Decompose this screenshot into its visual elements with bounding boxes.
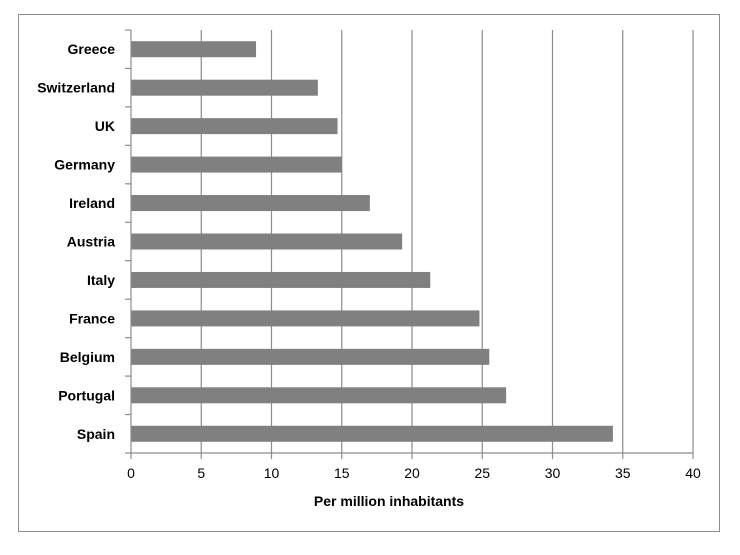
category-label: Switzerland [37, 80, 115, 96]
bar-ireland [131, 195, 370, 212]
category-label: Germany [54, 157, 115, 173]
grid-lines [200, 30, 694, 453]
bar-uk [131, 118, 338, 135]
x-tick-labels: 0 5 10 15 20 25 30 35 40 [127, 465, 701, 481]
category-label: Ireland [69, 195, 115, 211]
bar-spain [131, 425, 613, 442]
x-tick-label: 10 [264, 465, 280, 481]
bar-portugal [131, 387, 507, 404]
bar-italy [131, 271, 431, 288]
category-label: Belgium [60, 349, 115, 365]
x-tick-label: 15 [334, 465, 350, 481]
bar-greece [131, 41, 257, 58]
x-tick-label: 20 [404, 465, 420, 481]
category-label: France [69, 310, 115, 326]
bars [131, 41, 613, 442]
bar-belgium [131, 348, 490, 365]
x-tick-label: 0 [127, 465, 135, 481]
x-tick-label: 25 [474, 465, 490, 481]
bar-germany [131, 156, 342, 173]
x-tick-label: 40 [685, 465, 701, 481]
bar-austria [131, 233, 403, 250]
x-tick-label: 30 [545, 465, 561, 481]
x-tick-label: 5 [197, 465, 205, 481]
axes [125, 29, 694, 459]
category-label: Spain [77, 426, 115, 442]
category-label: Italy [87, 272, 115, 288]
category-label: Portugal [58, 387, 115, 403]
x-tick-label: 35 [615, 465, 631, 481]
bar-switzerland [131, 79, 318, 96]
category-labels: Greece Switzerland UK Germany Ireland Austria… [37, 41, 115, 442]
category-label: Greece [68, 41, 116, 57]
category-label: UK [95, 118, 115, 134]
x-axis-title: Per million inhabitants [314, 493, 464, 509]
bar-france [131, 310, 480, 327]
category-label: Austria [67, 234, 115, 250]
